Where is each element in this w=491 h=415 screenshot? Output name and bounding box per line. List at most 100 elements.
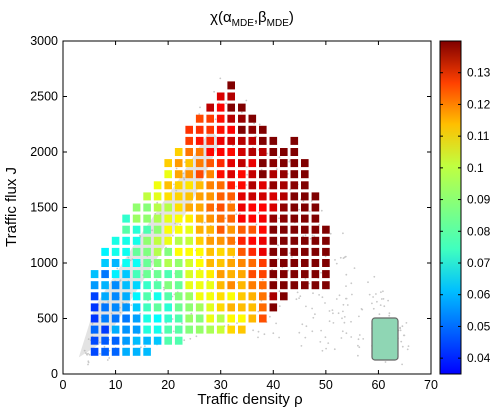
x-tick-label: 0 [60,378,67,392]
heat-cell [301,247,309,256]
heat-cell [122,281,130,290]
scatter-point [263,333,266,336]
scatter-point [372,296,374,298]
scatter-point [339,256,342,259]
heat-cell [216,203,225,212]
heat-cell [301,259,309,267]
heat-cell [269,236,278,245]
heat-cell [174,303,183,312]
heat-cell [259,303,267,312]
heat-cell [164,247,172,256]
heat-cell [164,159,172,168]
heat-cell [195,303,204,312]
scatter-point [324,302,326,304]
heat-cell [111,281,120,290]
heat-cell [216,170,225,179]
heat-cell [238,148,246,156]
scatter-point [181,322,183,325]
scatter-point [288,160,291,163]
heat-cell [227,314,235,323]
scatter-point [183,178,186,181]
scatter-point [174,222,177,225]
scatter-point [367,281,369,284]
heat-cell [195,214,204,223]
scatter-point [350,336,353,338]
heat-cell [238,103,246,112]
heat-cell [322,247,330,256]
heat-cell [206,159,214,168]
heat-cell [101,336,109,345]
scatter-point [83,349,86,352]
heat-cell [216,247,225,256]
heat-cell [164,214,172,223]
heat-cell [143,325,151,334]
heat-cell [322,225,330,234]
scatter-point [246,166,248,168]
scatter-point [139,312,142,315]
heat-cell [301,281,309,290]
scatter-point [275,278,278,280]
scatter-point [119,306,121,309]
heat-cell [238,247,246,256]
heat-cell [164,192,172,201]
heat-cell [132,314,141,323]
heat-cell [290,281,299,290]
heat-cell [206,314,214,323]
heat-cell [216,214,225,223]
heat-cell [195,281,204,290]
heat-cell [238,270,246,279]
scatter-point [103,345,106,348]
heat-cell [238,281,246,290]
heat-cell [259,236,267,245]
scatter-point [372,307,375,310]
scatter-point [333,348,336,351]
heat-cell [90,270,99,279]
heat-cell [280,214,288,223]
heat-cell [238,136,246,145]
scatter-point [342,303,345,306]
heat-cell [290,247,299,256]
scatter-point [338,294,341,297]
heat-cell [216,125,225,134]
heat-cell [90,281,99,290]
heat-cell [132,325,141,334]
scatter-point [161,332,163,335]
scatter-point [342,232,344,235]
scatter-point [232,144,234,147]
scatter-point [329,232,332,235]
scatter-point [258,123,261,126]
scatter-point [85,352,87,354]
heat-cell [153,225,162,234]
scatter-point [127,256,130,259]
colorbar-tick-label: 0.05 [467,319,491,333]
scatter-point [304,336,307,339]
scatter-point [350,320,352,323]
scatter-point [399,326,401,329]
heat-cell [195,203,204,212]
heat-cell [174,336,183,345]
heat-cell [143,225,151,234]
scatter-point [343,321,346,324]
heat-cell [174,225,183,234]
heat-cell [227,148,235,156]
colorbar-tick-label: 0.12 [467,97,491,111]
heat-cell [227,136,235,145]
heat-cell [248,270,257,279]
heat-cell [122,314,130,323]
scatter-point [357,338,360,341]
scatter-point [305,325,308,328]
heat-cell [290,214,299,223]
heat-cell [206,148,214,156]
heat-cell [195,259,204,267]
heat-cell [132,203,141,212]
heat-cell [238,170,246,179]
heat-cell [248,114,257,123]
heat-cell [238,292,246,301]
scatter-point [378,313,381,316]
scatter-point [402,334,405,337]
heat-cell [227,103,235,112]
heat-cell [195,292,204,301]
scatter-point [312,316,315,319]
heat-cell [185,236,193,245]
